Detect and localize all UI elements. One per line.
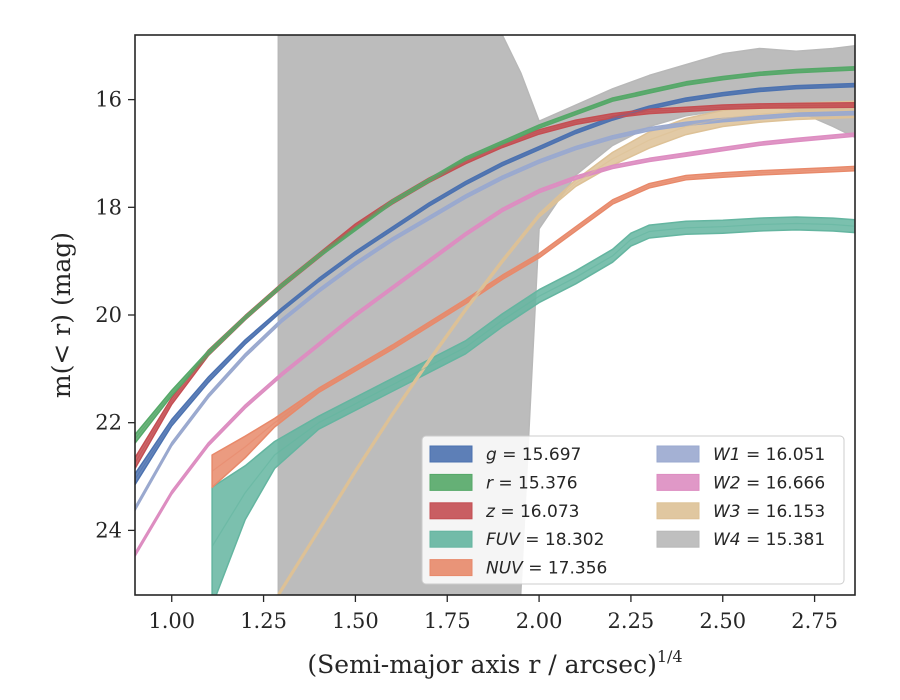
x-tick-label: 1.25 [240,609,287,633]
series-band-w1 [135,110,855,512]
legend-label-w1: W1 = 16.051 [713,445,825,465]
series-band-fuv [211,216,855,595]
legend-swatch-z [429,502,473,520]
series-band-w3 [277,100,855,595]
y-axis: 16 18 20 22 24 [95,88,135,542]
series-band-r [135,66,855,444]
x-tick-label: 2.00 [516,609,563,633]
legend-swatch-w4 [656,530,700,548]
series-band-nuv [211,165,855,489]
x-axis-title: (Semi-major axis r / arcsec)1/4 [307,647,682,679]
y-tick-label: 20 [95,303,122,327]
x-tick-label: 1.00 [148,609,195,633]
legend-label-z: z = 16.073 [485,502,579,522]
legend-swatch-g [429,445,473,463]
legend-swatch-nuv [429,559,473,577]
series-band-w2 [135,132,855,557]
series-line-w1 [135,112,855,510]
legend-swatch-fuv [429,530,473,548]
series-line-fuv [211,222,855,547]
x-tick-label: 1.50 [332,609,379,633]
plot-lines [135,67,855,595]
legend-label-fuv: FUV = 18.302 [486,530,604,550]
legend-swatch-w3 [656,502,700,520]
x-tick-label: 1.75 [424,609,471,633]
legend-label-w4: W4 = 15.381 [713,530,825,550]
legend-label-w2: W2 = 16.666 [713,473,825,493]
series-band-g [135,82,855,486]
y-axis-title: m(< r) (mag) [47,232,76,398]
series-line-w3 [277,108,855,595]
x-tick-label: 2.25 [608,609,655,633]
x-axis: 1.00 1.25 1.50 1.75 2.00 2.25 2.50 2.75 [148,595,838,633]
series-line-g [135,84,855,480]
legend-label-r: r = 15.376 [486,473,578,493]
legend: g = 15.697 r = 15.376 z = 16.073 FUV = 18.3… [421,435,845,585]
y-tick-label: 24 [95,518,122,542]
x-tick-label: 2.50 [699,609,746,633]
series-line-nuv [211,167,855,472]
legend-frame [421,435,845,585]
y-tick-label: 22 [95,411,122,435]
y-tick-label: 18 [95,195,122,219]
x-tick-label: 2.75 [791,609,838,633]
legend-swatch-w1 [656,445,700,463]
legend-items: g = 15.697 r = 15.376 z = 16.073 FUV = 18.3… [429,445,825,579]
series-line-r [135,67,855,440]
legend-label-nuv: NUV = 17.356 [486,559,607,579]
legend-label-w3: W3 = 16.153 [713,502,825,522]
legend-label-g: g = 15.697 [486,445,581,465]
series-line-w2 [135,134,855,555]
legend-swatch-r [429,473,473,491]
legend-swatch-w2 [656,473,700,491]
y-tick-label: 16 [95,88,122,112]
